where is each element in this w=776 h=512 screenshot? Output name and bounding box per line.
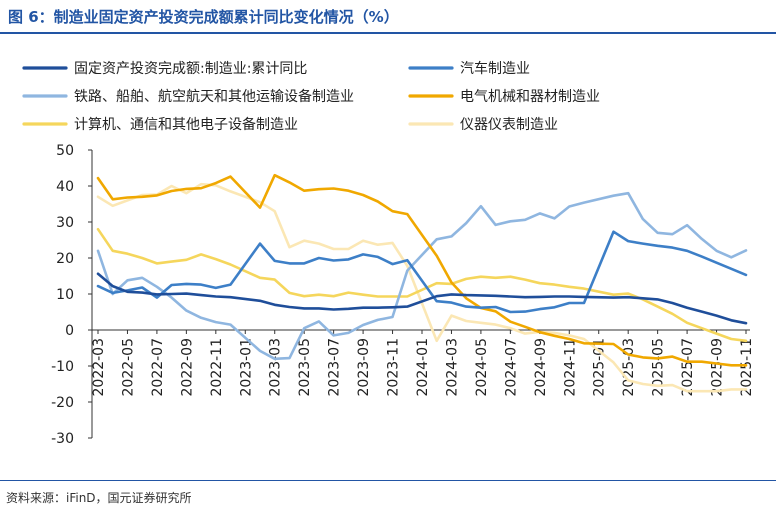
y-tick-label: 10 xyxy=(56,287,74,303)
series-line-3 xyxy=(96,173,748,367)
footer-divider xyxy=(0,480,776,481)
plot-area xyxy=(96,173,748,393)
x-tick-label: 2023-07 xyxy=(327,338,343,397)
x-tick-label: 2024-09 xyxy=(533,338,549,397)
legend-label-3: 电气机械和器材制造业 xyxy=(460,89,600,105)
y-axis: 50 40 30 20 10 0 -10 -20 -30 xyxy=(51,143,93,447)
x-tick-label: 2023-03 xyxy=(268,338,284,397)
series-line-2 xyxy=(96,191,748,361)
y-tick-label: -30 xyxy=(51,431,74,447)
x-tick-label: 2023-01 xyxy=(238,338,254,397)
y-tick-label: 20 xyxy=(56,251,74,267)
y-tick-label: -10 xyxy=(51,359,74,375)
x-tick-label: 2023-05 xyxy=(297,338,313,397)
y-tick-label: -20 xyxy=(51,395,74,411)
legend-label-2: 铁路、船舶、航空航天和其他运输设备制造业 xyxy=(74,88,354,105)
x-tick-label: 2023-11 xyxy=(386,338,402,397)
x-tick-label: 2023-09 xyxy=(356,338,372,397)
y-tick-label: 50 xyxy=(56,143,74,159)
series-line-0 xyxy=(96,272,748,325)
x-tick-label: 2024-05 xyxy=(474,338,490,397)
x-tick-label: 2022-05 xyxy=(120,338,136,397)
x-tick-label: 2022-03 xyxy=(91,338,107,397)
line-chart: 固定资产投资完成额:制造业:累计同比 汽车制造业铁路、船舶、航空航天和其他运输设备… xyxy=(22,60,755,447)
series-line-1 xyxy=(96,230,748,314)
x-tick-label: 2022-07 xyxy=(150,338,166,397)
x-tick-label: 2024-03 xyxy=(444,338,460,397)
title-divider xyxy=(0,32,776,34)
x-tick-label: 2022-09 xyxy=(179,338,195,397)
y-tick-label: 40 xyxy=(56,179,74,195)
x-tick-label: 2025-07 xyxy=(680,338,696,397)
source-note: 资料来源：iFinD，国元证券研究所 xyxy=(6,491,192,505)
x-tick-label: 2025-05 xyxy=(651,338,667,397)
figure-title: 图 6：制造业固定资产投资完成额累计同比变化情况（%） xyxy=(8,8,399,26)
legend-label-0: 固定资产投资完成额:制造业:累计同比 xyxy=(74,61,307,77)
legend-label-1: 汽车制造业 xyxy=(460,60,530,77)
x-axis: 2022-03 2022-05 2022-07 2022-09 2022-11 2023-… xyxy=(91,329,755,397)
y-tick-label: 30 xyxy=(56,215,74,231)
y-tick-label: 0 xyxy=(65,323,74,339)
x-tick-label: 2024-01 xyxy=(415,338,431,397)
series-line-4 xyxy=(96,227,748,343)
legend-label-5: 仪器仪表制造业 xyxy=(460,117,558,133)
x-tick-label: 2025-09 xyxy=(710,338,726,397)
x-tick-label: 2025-01 xyxy=(592,338,608,397)
chart-legend: 固定资产投资完成额:制造业:累计同比 汽车制造业铁路、船舶、航空航天和其他运输设备… xyxy=(22,60,600,133)
x-tick-label: 2024-07 xyxy=(503,338,519,397)
x-tick-label: 2022-11 xyxy=(209,338,225,397)
x-tick-label: 2024-11 xyxy=(562,338,578,397)
x-tick-label: 2025-03 xyxy=(621,338,637,397)
legend-label-4: 计算机、通信和其他电子设备制造业 xyxy=(74,116,298,133)
x-tick-label: 2025-11 xyxy=(739,338,755,397)
series-line-5 xyxy=(96,182,748,393)
